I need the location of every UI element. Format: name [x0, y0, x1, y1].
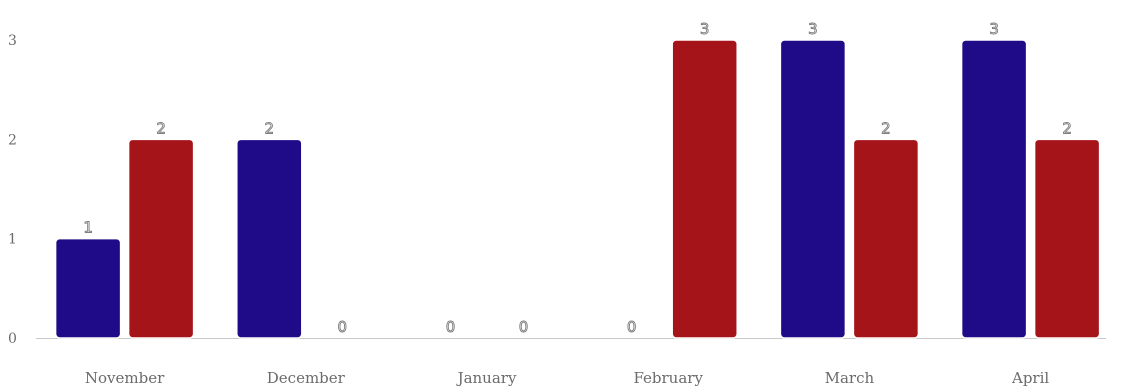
- bar-series-1-november: [54, 237, 122, 339]
- data-label: 1: [83, 219, 93, 237]
- y-tick-label: 0: [8, 331, 17, 347]
- data-labels: 1 2 2 0 0 0 0 3 3 2 3 2: [83, 20, 1072, 337]
- bar-series-2-february: [671, 39, 738, 339]
- x-category-label: January: [456, 369, 517, 387]
- x-category-label: February: [633, 369, 703, 387]
- y-tick-label: 2: [8, 132, 17, 148]
- bar-series-1-april: [960, 39, 1028, 339]
- data-label: 2: [156, 119, 166, 137]
- data-label: 2: [881, 119, 891, 137]
- x-category-label: November: [85, 369, 165, 387]
- x-category-label: December: [267, 369, 346, 387]
- data-label: 3: [700, 20, 710, 38]
- x-category-label: April: [1011, 369, 1049, 387]
- y-axis-ticks: 0 1 2 3: [8, 33, 17, 347]
- bars: [54, 39, 1101, 339]
- data-label: 0: [338, 318, 348, 336]
- bar-series-2-march: [852, 138, 920, 339]
- data-label: 3: [808, 20, 818, 38]
- data-label: 2: [1062, 119, 1072, 137]
- data-label: 3: [989, 20, 999, 38]
- y-tick-label: 1: [8, 232, 17, 248]
- bar-series-2-november: [127, 138, 195, 339]
- category-labels: November December January February March Apri…: [85, 369, 1049, 387]
- data-label: 2: [265, 119, 275, 137]
- data-label: 0: [446, 318, 456, 336]
- data-label: 0: [519, 318, 529, 336]
- x-category-label: March: [825, 369, 875, 387]
- bar-series-1-december: [236, 138, 303, 339]
- y-tick-label: 3: [8, 33, 17, 49]
- bar-series-2-april: [1033, 138, 1101, 339]
- data-label: 0: [627, 318, 637, 336]
- bar-series-1-march: [779, 39, 847, 339]
